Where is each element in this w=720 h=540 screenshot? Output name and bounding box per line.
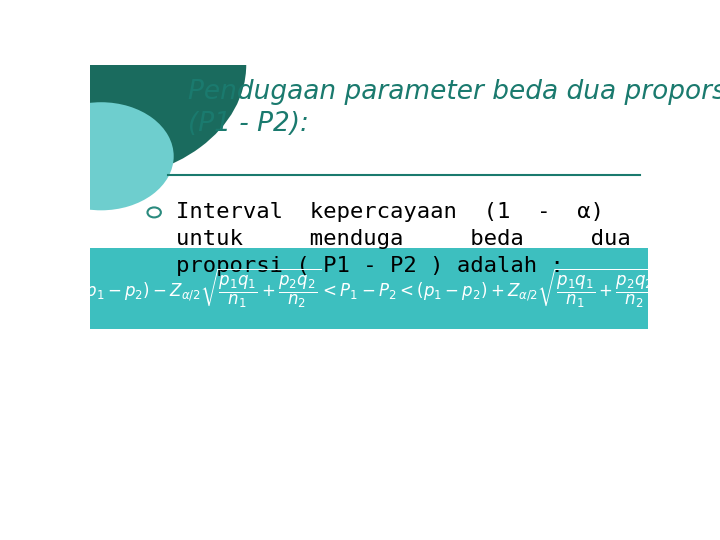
Text: Interval  kepercayaan  (1  -  α): Interval kepercayaan (1 - α) (176, 202, 605, 222)
FancyBboxPatch shape (90, 248, 648, 329)
Text: Pendugaan parameter beda dua proporsi
(P1 - P2):: Pendugaan parameter beda dua proporsi (P… (188, 79, 720, 137)
Text: proporsi ( P1 - P2 ) adalah :: proporsi ( P1 - P2 ) adalah : (176, 256, 564, 276)
Text: $(p_1 - p_2) - Z_{\alpha/2}\sqrt{\dfrac{p_1q_1}{n_1} + \dfrac{p_2q_2}{n_2}} < P_: $(p_1 - p_2) - Z_{\alpha/2}\sqrt{\dfrac{… (79, 267, 659, 310)
Wedge shape (29, 102, 174, 210)
Circle shape (148, 207, 161, 218)
Text: untuk     menduga     beda     dua: untuk menduga beda dua (176, 229, 631, 249)
Wedge shape (90, 65, 246, 181)
